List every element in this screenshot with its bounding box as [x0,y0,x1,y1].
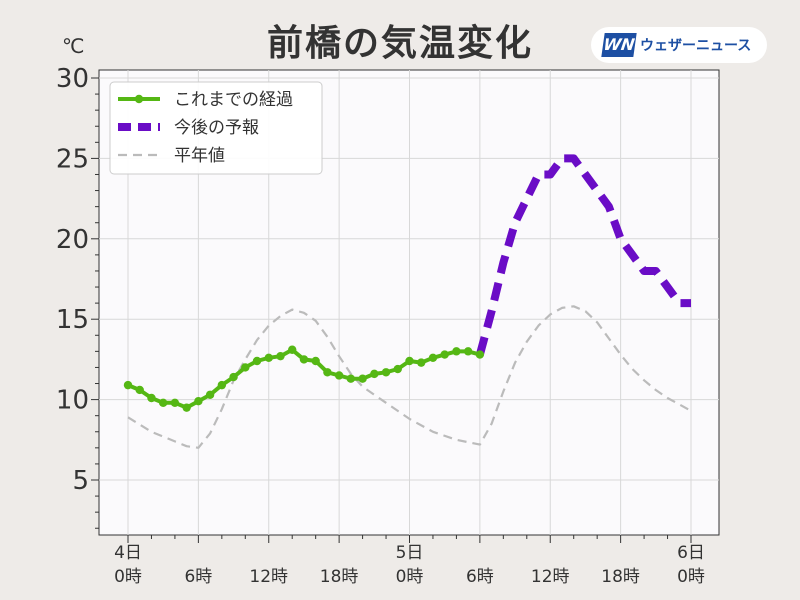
y-tick-label: 25 [56,144,89,174]
data-point [463,347,473,356]
data-point [393,364,402,374]
legend-label: これまでの経過 [174,90,293,110]
y-tick-label: 10 [56,386,89,416]
data-point [123,380,133,390]
data-point [452,347,461,356]
y-tick-label: 15 [56,305,89,335]
legend-marker [134,94,144,104]
data-point [311,356,320,366]
y-tick-label: 20 [56,225,89,255]
data-point [428,353,438,362]
data-point [475,350,485,359]
legend-label: 今後の予報 [174,118,259,138]
data-point [182,403,191,412]
legend-label: 平年値 [174,146,225,166]
series-layer [123,154,692,449]
data-point [323,368,332,377]
data-point [370,369,379,379]
data-point [217,380,227,390]
data-point [252,356,262,366]
data-point [358,374,367,383]
data-point [405,356,414,366]
x-tick-label-hour: 18時 [601,567,640,587]
data-point [276,351,285,361]
data-point [288,345,297,354]
data-point [334,371,344,380]
data-point [264,353,273,362]
data-point [135,385,144,395]
x-tick-label-hour: 6時 [466,567,494,587]
chart-title: 前橋の気温変化 [266,23,533,64]
series-line-thick-dashed [476,154,691,356]
ticks: 5 10 15 20 25 30 4日 0時 6時 12時 18時 5日 0時 6時 12時 18時 6日 0時 [56,64,705,587]
x-tick-label-day: 5日 [396,543,424,563]
data-point [440,350,449,359]
data-point [381,368,391,377]
weathernews-logo: WN ウェザーニュース [591,27,767,63]
data-point [194,397,203,406]
x-tick-label-hour: 0時 [677,567,705,587]
x-tick-label-hour: 0時 [114,567,142,587]
data-point [241,363,250,372]
x-tick-label-hour: 12時 [249,567,288,587]
data-point [417,358,426,367]
data-point [170,398,180,408]
x-tick-label-hour: 12時 [531,567,570,587]
data-point [346,374,356,383]
data-point [147,393,156,403]
x-tick-label-hour: 6時 [184,567,212,587]
x-tick-label-hour: 18時 [320,567,359,587]
y-axis-unit: ℃ [62,34,85,58]
y-tick-label: 5 [72,466,89,496]
data-point [205,390,215,399]
x-tick-label-hour: 0時 [396,567,424,587]
data-point [158,398,168,408]
weathernews-logo-text: ウェザーニュース [640,38,752,54]
x-tick-label-day: 6日 [677,543,705,563]
data-point [299,355,309,364]
x-tick-label-day: 4日 [114,543,142,563]
legend-box [109,81,323,175]
y-tick-label: 30 [56,64,89,94]
data-point [229,372,238,382]
